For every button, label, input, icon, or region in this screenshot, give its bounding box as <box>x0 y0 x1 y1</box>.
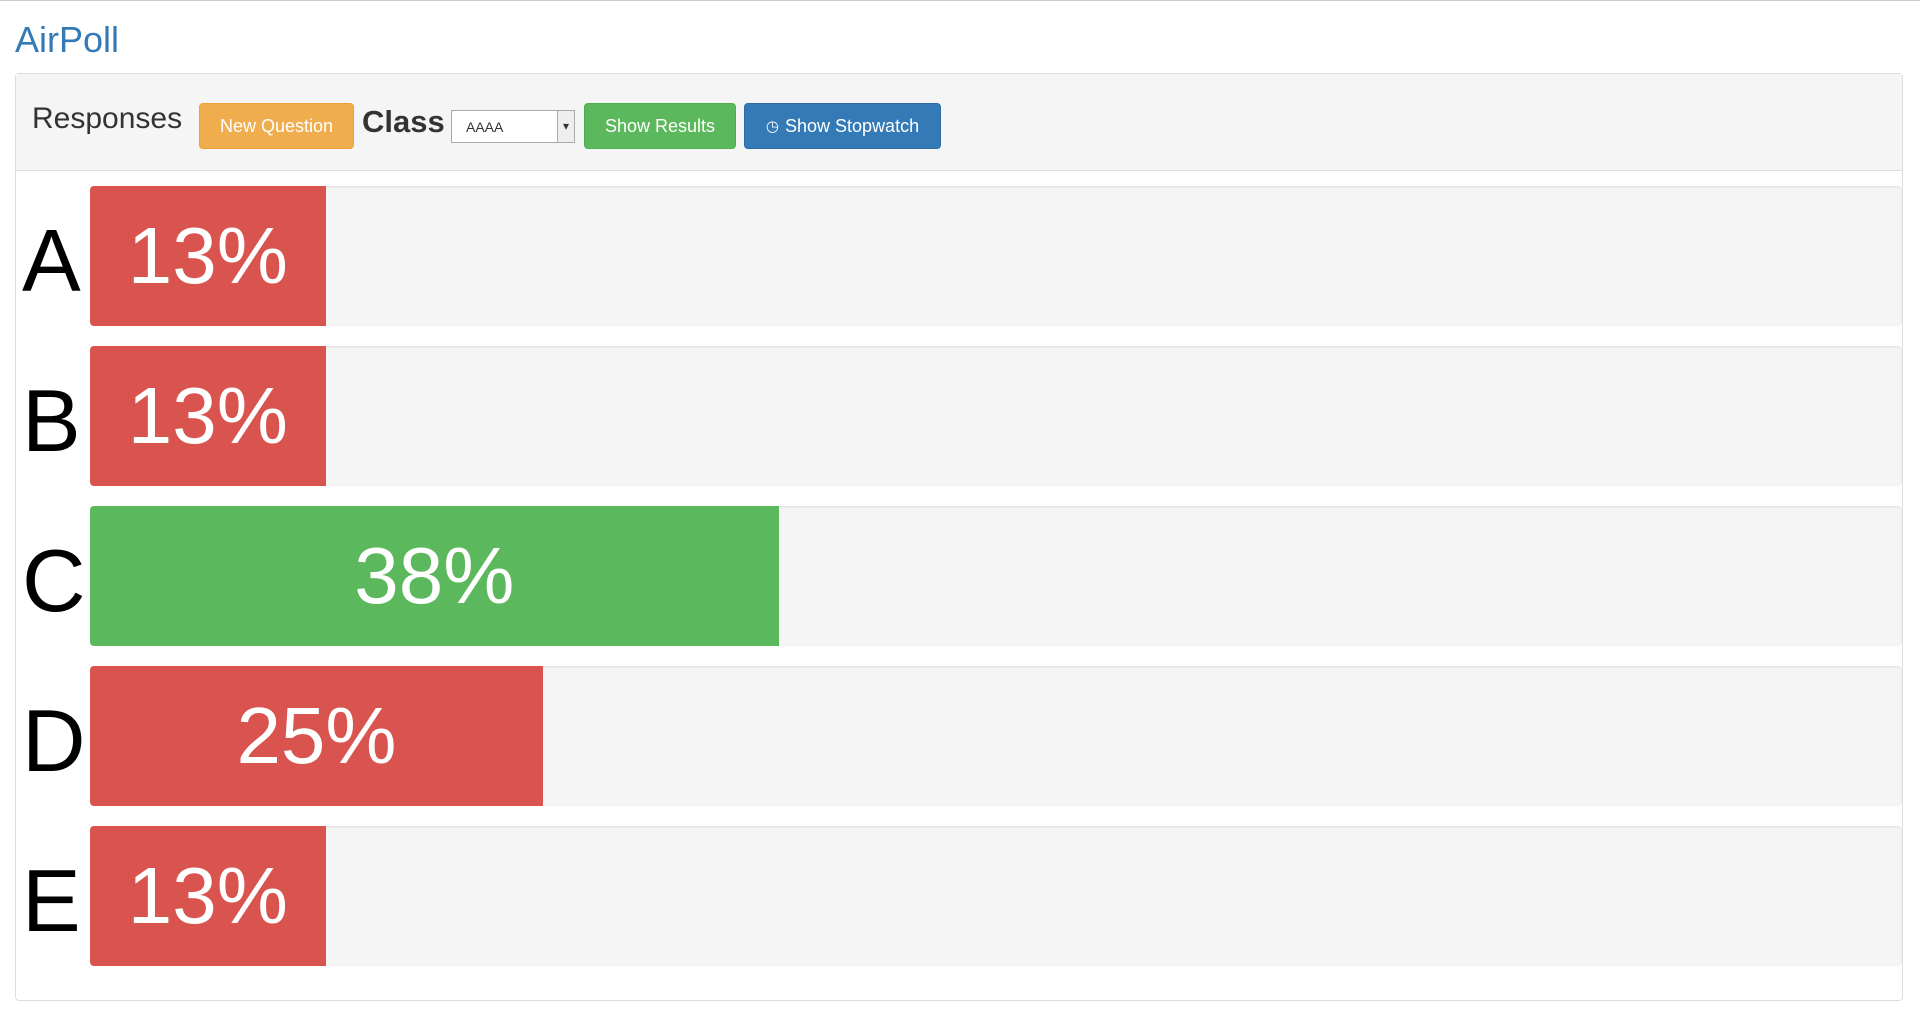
progress-bar: 13% <box>90 186 326 326</box>
bar-label: 25% <box>236 691 397 780</box>
progress-bar: 38% <box>90 506 779 646</box>
option-letter: C <box>22 531 86 630</box>
progress-bar: 25% <box>90 666 543 806</box>
class-value: AAAA <box>466 119 504 135</box>
class-select[interactable]: AAAA <box>451 110 575 143</box>
progress-track: 25% <box>90 666 1902 806</box>
progress-bar: 13% <box>90 826 326 966</box>
panel: Responses New Question Class AAAA Show R… <box>15 73 1903 1001</box>
response-row: A 13% <box>16 186 1902 326</box>
progress-track: 38% <box>90 506 1902 646</box>
progress-track: 13% <box>90 186 1902 326</box>
option-letter: B <box>22 371 81 470</box>
clock-icon: ◷ <box>765 118 779 135</box>
show-stopwatch-button[interactable]: ◷ Show Stopwatch <box>744 103 941 149</box>
response-row: C 38% <box>16 506 1902 646</box>
class-label: Class <box>362 104 445 139</box>
bar-label: 38% <box>354 531 515 620</box>
new-question-button[interactable]: New Question <box>199 103 354 149</box>
option-letter: E <box>22 851 81 950</box>
response-row: D 25% <box>16 666 1902 806</box>
progress-bar: 13% <box>90 346 326 486</box>
progress-track: 13% <box>90 826 1902 966</box>
panel-title: Responses <box>32 102 183 135</box>
progress-track: 13% <box>90 346 1902 486</box>
toolbar: Responses New Question Class AAAA Show R… <box>16 74 1902 171</box>
show-results-button[interactable]: Show Results <box>584 103 736 149</box>
bar-label: 13% <box>127 371 288 460</box>
response-row: B 13% <box>16 346 1902 486</box>
bar-label: 13% <box>127 851 288 940</box>
brand[interactable]: AirPoll <box>15 19 120 60</box>
show-stopwatch-text: Show Stopwatch <box>785 115 920 136</box>
option-letter: D <box>22 691 86 790</box>
option-letter: A <box>22 211 81 310</box>
response-row: E 13% <box>16 826 1902 966</box>
bar-label: 13% <box>127 211 288 300</box>
